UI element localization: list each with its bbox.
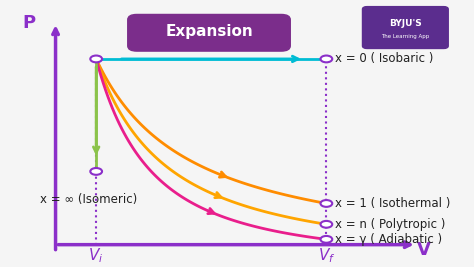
Text: BYJU'S: BYJU'S	[389, 19, 422, 28]
Circle shape	[320, 200, 332, 207]
Text: x = 1 ( Isothermal ): x = 1 ( Isothermal )	[336, 197, 451, 210]
FancyBboxPatch shape	[128, 14, 290, 51]
Text: The Learning App: The Learning App	[381, 34, 429, 39]
Circle shape	[320, 56, 332, 62]
Text: V$_i$: V$_i$	[89, 246, 104, 265]
Text: V: V	[417, 241, 430, 259]
Circle shape	[91, 168, 102, 175]
Circle shape	[320, 221, 332, 228]
Text: x = n ( Polytropic ): x = n ( Polytropic )	[336, 218, 446, 231]
Text: P: P	[22, 14, 35, 32]
FancyBboxPatch shape	[363, 7, 448, 49]
Text: x = 0 ( Isobaric ): x = 0 ( Isobaric )	[336, 52, 434, 65]
Circle shape	[91, 56, 102, 62]
Text: Expansion: Expansion	[165, 24, 253, 39]
Text: x = ∞ (Isomeric): x = ∞ (Isomeric)	[40, 193, 137, 206]
Text: x = γ ( Adiabatic ): x = γ ( Adiabatic )	[336, 233, 443, 246]
Circle shape	[320, 236, 332, 243]
Text: V$_f$: V$_f$	[318, 246, 335, 265]
